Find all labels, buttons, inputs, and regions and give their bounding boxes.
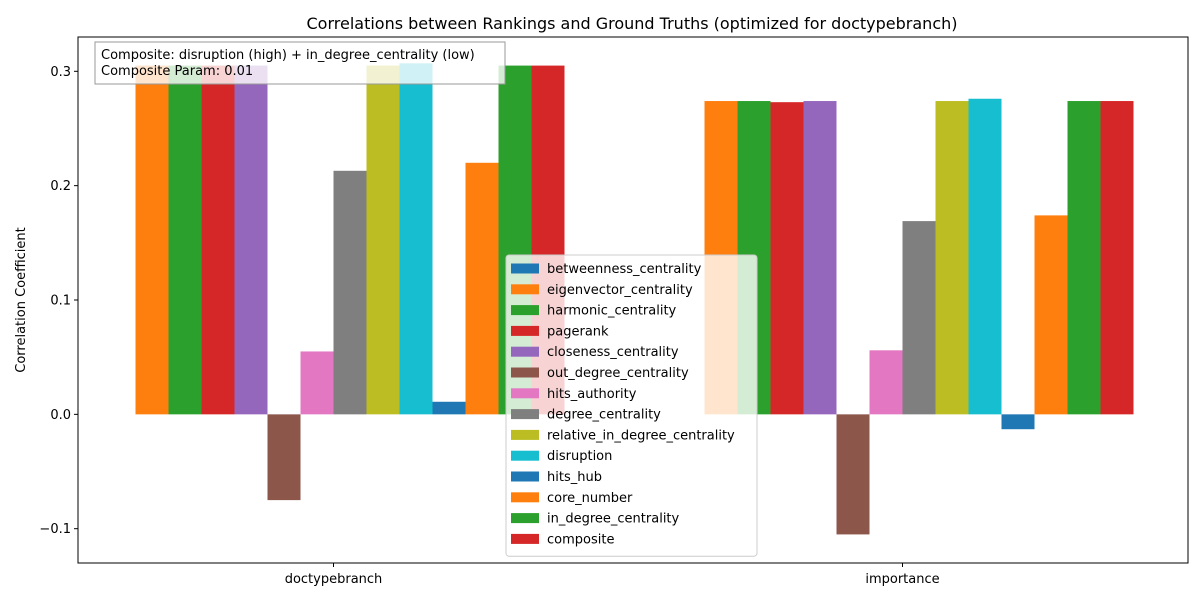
legend-label-degree_centrality: degree_centrality xyxy=(547,408,661,423)
annotation-box: Composite: disruption (high) + in_degree… xyxy=(94,41,506,85)
legend-swatch-composite xyxy=(511,533,539,544)
bar-pagerank-importance xyxy=(770,102,804,415)
bar-disruption-doctypebranch xyxy=(399,63,433,415)
bar-core_number-importance xyxy=(1034,215,1068,415)
x-tick-label: doctypebranch xyxy=(285,572,383,587)
legend-label-out_degree_centrality: out_degree_centrality xyxy=(547,366,689,381)
legend-label-betweenness_centrality: betweenness_centrality xyxy=(547,262,702,277)
legend-swatch-harmonic_centrality xyxy=(511,305,539,316)
x-tick-label: importance xyxy=(865,572,939,587)
annotation-line: Composite: disruption (high) + in_degree… xyxy=(101,48,475,63)
bar-closeness_centrality-doctypebranch xyxy=(234,65,268,415)
bar-eigenvector_centrality-doctypebranch xyxy=(135,65,169,415)
bar-hits_authority-doctypebranch xyxy=(300,351,334,415)
legend-swatch-eigenvector_centrality xyxy=(511,284,539,295)
legend-swatch-betweenness_centrality xyxy=(511,263,539,274)
legend-label-hits_authority: hits_authority xyxy=(547,387,637,402)
y-tick-label: 0.3 xyxy=(50,65,71,80)
y-tick-label: −0.1 xyxy=(39,522,71,537)
legend-swatch-disruption xyxy=(511,450,539,461)
legend-swatch-hits_hub xyxy=(511,471,539,482)
legend-swatch-core_number xyxy=(511,492,539,503)
bar-hits_authority-importance xyxy=(869,350,903,415)
legend-label-eigenvector_centrality: eigenvector_centrality xyxy=(547,283,693,298)
legend-label-core_number: core_number xyxy=(547,491,633,506)
legend-label-pagerank: pagerank xyxy=(547,324,609,339)
y-axis-label: Correlation Coefficient xyxy=(14,227,29,373)
bar-out_degree_centrality-doctypebranch xyxy=(267,414,301,501)
legend-swatch-hits_authority xyxy=(511,388,539,399)
legend-label-disruption: disruption xyxy=(547,449,612,464)
legend-swatch-out_degree_centrality xyxy=(511,367,539,378)
bar-hits_hub-importance xyxy=(1001,414,1035,430)
legend-swatch-relative_in_degree_centrality xyxy=(511,429,539,440)
y-tick-label: 0.0 xyxy=(50,408,71,423)
legend-label-hits_hub: hits_hub xyxy=(547,470,602,485)
bar-in_degree_centrality-importance xyxy=(1067,101,1101,415)
y-tick-label: 0.2 xyxy=(50,179,71,194)
bar-degree_centrality-doctypebranch xyxy=(333,170,367,415)
annotation-frame xyxy=(94,41,506,85)
chart-title: Correlations between Rankings and Ground… xyxy=(306,14,957,33)
bar-hits_hub-doctypebranch xyxy=(432,401,466,415)
legend-swatch-degree_centrality xyxy=(511,409,539,420)
legend-label-relative_in_degree_centrality: relative_in_degree_centrality xyxy=(547,428,735,443)
y-tick-label: 0.1 xyxy=(50,294,71,309)
bar-harmonic_centrality-doctypebranch xyxy=(168,65,202,415)
bar-out_degree_centrality-importance xyxy=(836,414,870,535)
bar-degree_centrality-importance xyxy=(902,221,936,415)
bar-relative_in_degree_centrality-doctypebranch xyxy=(366,65,400,415)
legend: betweenness_centrality eigenvector_centra… xyxy=(505,254,758,557)
bar-composite-importance xyxy=(1100,101,1134,415)
bar-disruption-importance xyxy=(968,98,1002,415)
legend-label-closeness_centrality: closeness_centrality xyxy=(547,345,679,360)
legend-label-in_degree_centrality: in_degree_centrality xyxy=(547,512,680,527)
legend-label-composite: composite xyxy=(547,532,614,547)
bar-closeness_centrality-importance xyxy=(803,101,837,415)
legend-swatch-closeness_centrality xyxy=(511,346,539,357)
bar-core_number-doctypebranch xyxy=(465,162,499,415)
legend-box xyxy=(505,254,758,557)
bar-relative_in_degree_centrality-importance xyxy=(935,101,969,415)
legend-label-harmonic_centrality: harmonic_centrality xyxy=(547,304,677,319)
bar-pagerank-doctypebranch xyxy=(201,65,235,415)
legend-swatch-pagerank xyxy=(511,325,539,336)
legend-swatch-in_degree_centrality xyxy=(511,513,539,524)
annotation-line: Composite Param: 0.01 xyxy=(101,64,253,79)
